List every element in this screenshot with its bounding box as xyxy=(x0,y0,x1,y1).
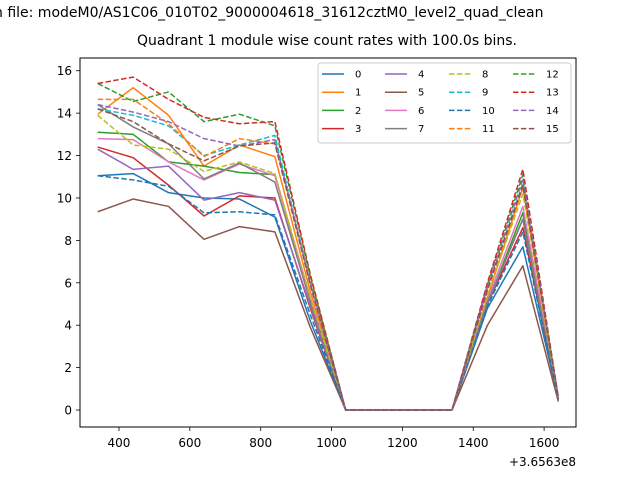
legend-label-5: 5 xyxy=(418,88,424,99)
y-tick-label: 14 xyxy=(57,107,72,121)
y-tick-label: 16 xyxy=(57,64,72,78)
legend-label-0: 0 xyxy=(355,70,361,81)
x-tick-label: 400 xyxy=(108,436,131,450)
figure-suptitle: n file: modeM0/AS1C06_010T02_9000004618_… xyxy=(0,5,544,21)
series-line-5 xyxy=(97,198,560,411)
x-tick-label: 1000 xyxy=(316,436,347,450)
legend-label-11: 11 xyxy=(482,124,495,135)
legend-label-12: 12 xyxy=(546,70,559,81)
y-tick-label: 8 xyxy=(64,234,72,248)
series-line-12 xyxy=(97,82,560,411)
series-line-0 xyxy=(97,172,560,411)
legend-label-8: 8 xyxy=(482,70,488,81)
x-tick-label: 1400 xyxy=(458,436,489,450)
x-tick-label: 600 xyxy=(178,436,201,450)
legend-label-7: 7 xyxy=(418,124,424,135)
legend-label-15: 15 xyxy=(546,124,559,135)
legend-label-1: 1 xyxy=(355,88,361,99)
series-line-10 xyxy=(97,174,560,411)
legend-box xyxy=(317,62,572,144)
y-tick-label: 0 xyxy=(64,404,72,418)
legend-label-14: 14 xyxy=(546,106,559,117)
x-tick-label: 800 xyxy=(249,436,272,450)
y-tick-label: 6 xyxy=(64,276,72,290)
series-lines xyxy=(97,76,560,411)
legend-label-3: 3 xyxy=(355,124,361,135)
legend-label-13: 13 xyxy=(546,88,559,99)
series-line-8 xyxy=(97,114,560,411)
y-tick-label: 10 xyxy=(57,191,72,205)
y-axis-ticks: 0 2 4 6 8 10 12 14 16 xyxy=(57,64,80,418)
chart-title: Quadrant 1 module wise count rates with … xyxy=(137,33,517,49)
x-axis-ticks: 400 600 800 1000 1200 1400 1600 xyxy=(108,427,560,450)
y-tick-label: 12 xyxy=(57,149,72,163)
axes-frame xyxy=(79,57,577,428)
x-tick-label: 1600 xyxy=(529,436,560,450)
legend-label-4: 4 xyxy=(418,70,424,81)
legend-label-2: 2 xyxy=(355,106,361,117)
x-axis-offset-text: +3.6563e8 xyxy=(509,455,576,469)
y-tick-label: 2 xyxy=(64,361,72,375)
legend-label-9: 9 xyxy=(482,88,488,99)
series-line-15 xyxy=(97,108,560,411)
series-line-13 xyxy=(97,76,560,411)
x-tick-label: 1200 xyxy=(387,436,418,450)
legend-label-10: 10 xyxy=(482,106,495,117)
legend-label-6: 6 xyxy=(418,106,424,117)
y-tick-label: 4 xyxy=(64,319,72,333)
